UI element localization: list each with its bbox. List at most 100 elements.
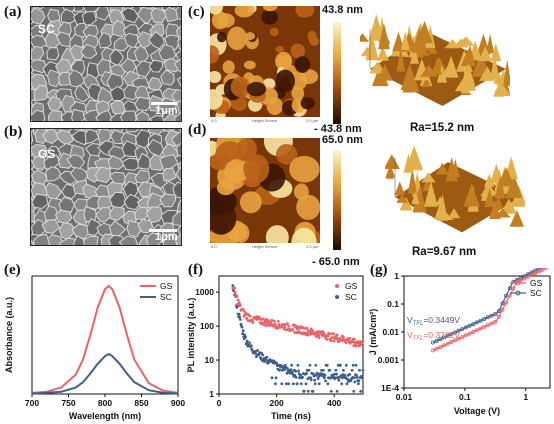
afm-grain bbox=[239, 191, 262, 214]
data-point-sc bbox=[496, 309, 501, 314]
afm3d-peak bbox=[377, 63, 393, 81]
sem-grain bbox=[109, 206, 125, 222]
data-point-sc bbox=[434, 338, 439, 343]
data-point-sc bbox=[321, 368, 325, 372]
sem-grain bbox=[137, 152, 152, 170]
sem-grain bbox=[31, 193, 49, 210]
afm-grain bbox=[230, 76, 251, 98]
sem-image-gs: GS 1μm bbox=[30, 128, 182, 246]
sem-grain bbox=[159, 193, 177, 208]
data-point-gs bbox=[504, 300, 509, 305]
data-point-gs bbox=[438, 345, 443, 350]
data-point-gs bbox=[344, 341, 348, 345]
data-point-sc bbox=[237, 312, 241, 316]
afm3d-peak bbox=[432, 57, 442, 75]
afm3d-peak bbox=[493, 195, 504, 210]
sem-grain bbox=[175, 25, 181, 38]
data-point-sc bbox=[324, 379, 327, 383]
sem-tag-gs: GS bbox=[38, 147, 56, 161]
data-point-gs bbox=[536, 269, 541, 274]
data-point-sc bbox=[323, 376, 326, 380]
afm3d-peak bbox=[360, 46, 374, 56]
vtfl-annotation-sc: VTFL=0.3449V bbox=[407, 315, 460, 327]
scale-label-a: 1μm bbox=[155, 105, 178, 117]
sem-grain bbox=[82, 235, 99, 245]
data-point-gs bbox=[283, 325, 287, 329]
data-point-sc bbox=[478, 318, 483, 323]
colorbar-max-c: 43.8 nm bbox=[322, 4, 363, 16]
data-point-gs bbox=[351, 340, 354, 344]
colorbar-min-d: - 65.0 nm bbox=[312, 256, 360, 268]
sem-grain bbox=[56, 31, 73, 48]
sem-image-sc: SC 1μm bbox=[30, 6, 182, 122]
sem-grain bbox=[170, 132, 181, 147]
sem-grain bbox=[173, 58, 181, 73]
sem-grain bbox=[84, 129, 100, 145]
data-point-sc bbox=[312, 374, 316, 378]
x-tick-label: 0 bbox=[217, 398, 222, 408]
panel-label-g: (g) bbox=[370, 262, 388, 278]
data-point-sc bbox=[337, 378, 341, 382]
data-point-gs bbox=[295, 327, 299, 331]
sem-grain bbox=[31, 210, 36, 225]
data-point-sc bbox=[334, 376, 337, 380]
afm3d-peak bbox=[399, 196, 413, 211]
sem-grain bbox=[118, 235, 139, 245]
y-tick-label: 100 bbox=[200, 321, 214, 331]
data-point-sc bbox=[287, 382, 291, 386]
sem-grain bbox=[70, 129, 89, 146]
data-point-gs bbox=[235, 295, 239, 298]
sem-grain bbox=[58, 237, 77, 245]
data-point-gs bbox=[434, 346, 439, 351]
afm3d-peak bbox=[484, 188, 495, 207]
data-point-gs bbox=[263, 323, 266, 327]
data-point-sc bbox=[507, 286, 512, 291]
sem-grain bbox=[174, 112, 181, 121]
data-point-sc bbox=[489, 313, 494, 318]
data-point-sc bbox=[335, 389, 339, 393]
sem-grain bbox=[171, 88, 181, 103]
data-point-gs bbox=[305, 331, 308, 335]
afm3d-peak bbox=[421, 172, 436, 183]
data-point-sc bbox=[445, 333, 450, 338]
x-tick-label: 700 bbox=[25, 398, 39, 408]
data-point-sc bbox=[244, 335, 247, 339]
colorbar-max-d: 65.0 nm bbox=[322, 134, 363, 146]
y-tick-label: 0.1 bbox=[387, 299, 399, 309]
data-point-gs bbox=[442, 343, 447, 348]
data-point-gs bbox=[354, 344, 358, 348]
sem-grain bbox=[147, 31, 165, 50]
data-point-sc bbox=[299, 374, 303, 377]
afm3d-peak bbox=[402, 70, 415, 93]
sem-grain bbox=[135, 110, 151, 121]
data-point-sc bbox=[232, 289, 235, 292]
afm3d-peak bbox=[490, 53, 500, 80]
sem-grain bbox=[86, 218, 101, 236]
sem-grain bbox=[94, 166, 113, 184]
panel-label-e: (e) bbox=[4, 262, 21, 278]
sem-grain bbox=[123, 193, 142, 211]
afm-caption-left-d: 0.0 bbox=[211, 244, 217, 249]
data-point-sc bbox=[504, 293, 509, 298]
afm3d-peak bbox=[503, 59, 510, 86]
scale-bar-b bbox=[149, 229, 177, 232]
data-point-gs bbox=[329, 339, 333, 342]
panel-label-b: (b) bbox=[4, 124, 23, 140]
data-point-gs bbox=[493, 319, 498, 324]
y-tick-label: 0.01 bbox=[382, 327, 399, 337]
afm-grain bbox=[210, 71, 222, 83]
afm3d-peak bbox=[447, 208, 461, 219]
sem-grain bbox=[47, 234, 65, 245]
data-point-sc bbox=[460, 327, 465, 332]
data-point-sc bbox=[296, 363, 300, 367]
data-point-sc bbox=[351, 363, 355, 367]
data-point-gs bbox=[453, 338, 458, 343]
sem-grain bbox=[175, 7, 181, 20]
panel-label-a: (a) bbox=[4, 4, 22, 20]
y-tick-label: 1000 bbox=[195, 287, 214, 297]
afm-grain bbox=[275, 69, 295, 93]
sem-grain bbox=[31, 59, 47, 74]
data-point-gs bbox=[233, 290, 237, 294]
afm3d-peak bbox=[500, 198, 517, 214]
data-point-gs bbox=[500, 307, 505, 312]
